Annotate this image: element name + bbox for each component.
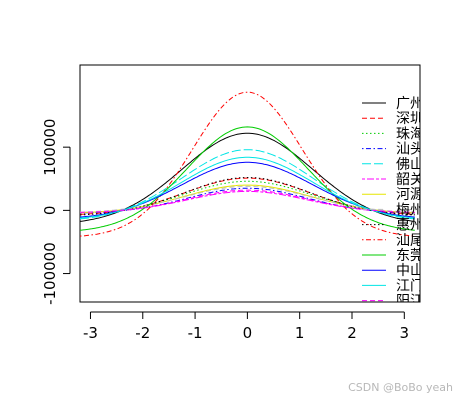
y-tick-label: 100000 — [41, 119, 59, 176]
series-lines — [80, 91, 415, 237]
legend-entry: 江门 — [396, 278, 424, 294]
x-tick-label: 3 — [400, 324, 410, 342]
y-tick-label: -100000 — [41, 242, 59, 305]
legend-entry: 河源 — [396, 187, 424, 203]
legend-entry: 深圳 — [396, 111, 424, 127]
x-tick-label: -1 — [188, 324, 203, 342]
plot-frame — [79, 64, 421, 303]
series-line — [80, 177, 415, 216]
series-line — [80, 132, 415, 222]
legend-entry: 广州 — [396, 96, 424, 112]
x-tick-label: 0 — [243, 324, 253, 342]
series-line — [80, 126, 415, 231]
y-tick-label: 0 — [41, 206, 59, 216]
legend-entry: 东莞 — [396, 248, 424, 264]
legend-entry: 佛山 — [396, 157, 424, 173]
legend-entry: 阳江 — [396, 294, 424, 310]
x-tick-label: 2 — [347, 324, 357, 342]
x-tick-label: -2 — [135, 324, 150, 342]
x-tick-label: -3 — [83, 324, 98, 342]
x-axis: -3 -2 -1 0 1 2 3 — [83, 311, 410, 342]
series-line — [80, 189, 415, 213]
legend-entry: 惠州 — [396, 218, 424, 234]
y-axis: -100000 0 100000 — [41, 119, 71, 305]
series-line — [80, 185, 415, 213]
watermark: CSDN @BoBo yeah — [348, 381, 453, 394]
legend-entry: 韶关 — [396, 172, 424, 188]
legend-entry: 珠海 — [396, 126, 424, 142]
series-line — [80, 156, 415, 219]
series-line — [80, 149, 415, 220]
x-tick-label: 1 — [295, 324, 305, 342]
legend-entry: 梅州 — [396, 202, 424, 218]
legend-entry: 汕尾 — [396, 233, 424, 249]
legend-entry: 汕头 — [396, 142, 424, 158]
legend-entry: 中山 — [396, 263, 424, 279]
